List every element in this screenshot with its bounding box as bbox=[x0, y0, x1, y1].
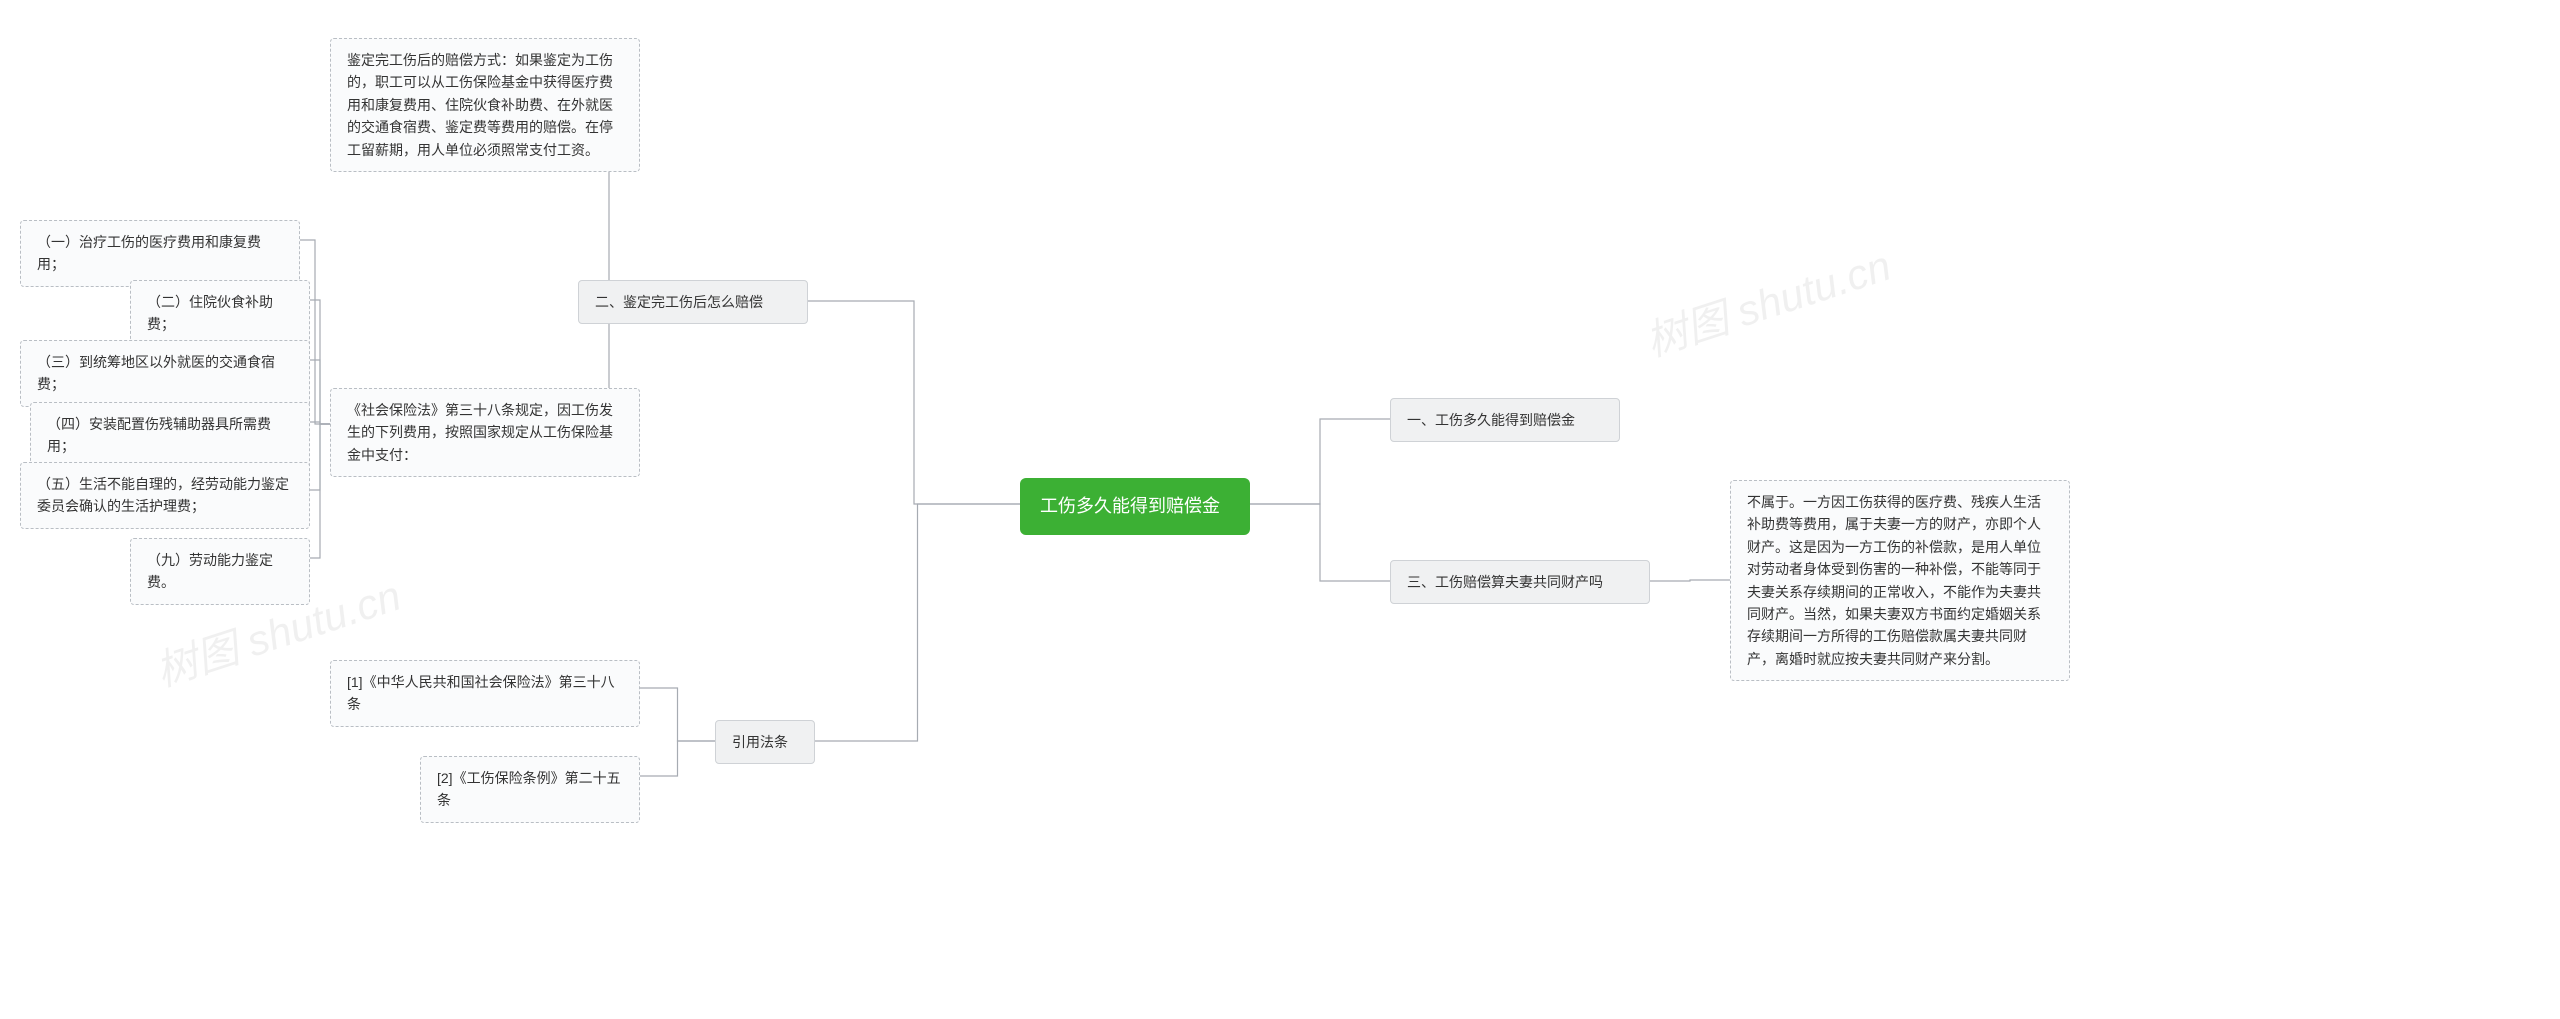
leaf-l1b4: （四）安装配置伤残辅助器具所需费用； bbox=[30, 402, 310, 469]
leaf-l2a: [1]《中华人民共和国社会保险法》第三十八条 bbox=[330, 660, 640, 727]
branch-l2[interactable]: 引用法条 bbox=[715, 720, 815, 764]
leaf-l1b2: （二）住院伙食补助费； bbox=[130, 280, 310, 347]
branch-l1[interactable]: 二、鉴定完工伤后怎么赔偿 bbox=[578, 280, 808, 324]
branch-r1[interactable]: 一、工伤多久能得到赔偿金 bbox=[1390, 398, 1620, 442]
leaf-r2a: 不属于。一方因工伤获得的医疗费、残疾人生活补助费等费用，属于夫妻一方的财产，亦即… bbox=[1730, 480, 2070, 681]
watermark-2: 树图 shutu.cn bbox=[1637, 232, 1898, 369]
leaf-l1b6: （九）劳动能力鉴定费。 bbox=[130, 538, 310, 605]
leaf-l2b: [2]《工伤保险条例》第二十五条 bbox=[420, 756, 640, 823]
leaf-l1b1: （一）治疗工伤的医疗费用和康复费用； bbox=[20, 220, 300, 287]
leaf-l1b5: （五）生活不能自理的，经劳动能力鉴定委员会确认的生活护理费； bbox=[20, 462, 310, 529]
branch-r2[interactable]: 三、工伤赔偿算夫妻共同财产吗 bbox=[1390, 560, 1650, 604]
leaf-l1b: 《社会保险法》第三十八条规定，因工伤发生的下列费用，按照国家规定从工伤保险基金中… bbox=[330, 388, 640, 477]
leaf-l1a: 鉴定完工伤后的赔偿方式：如果鉴定为工伤的，职工可以从工伤保险基金中获得医疗费用和… bbox=[330, 38, 640, 172]
leaf-l1b3: （三）到统筹地区以外就医的交通食宿费； bbox=[20, 340, 310, 407]
root-node[interactable]: 工伤多久能得到赔偿金 bbox=[1020, 478, 1250, 535]
